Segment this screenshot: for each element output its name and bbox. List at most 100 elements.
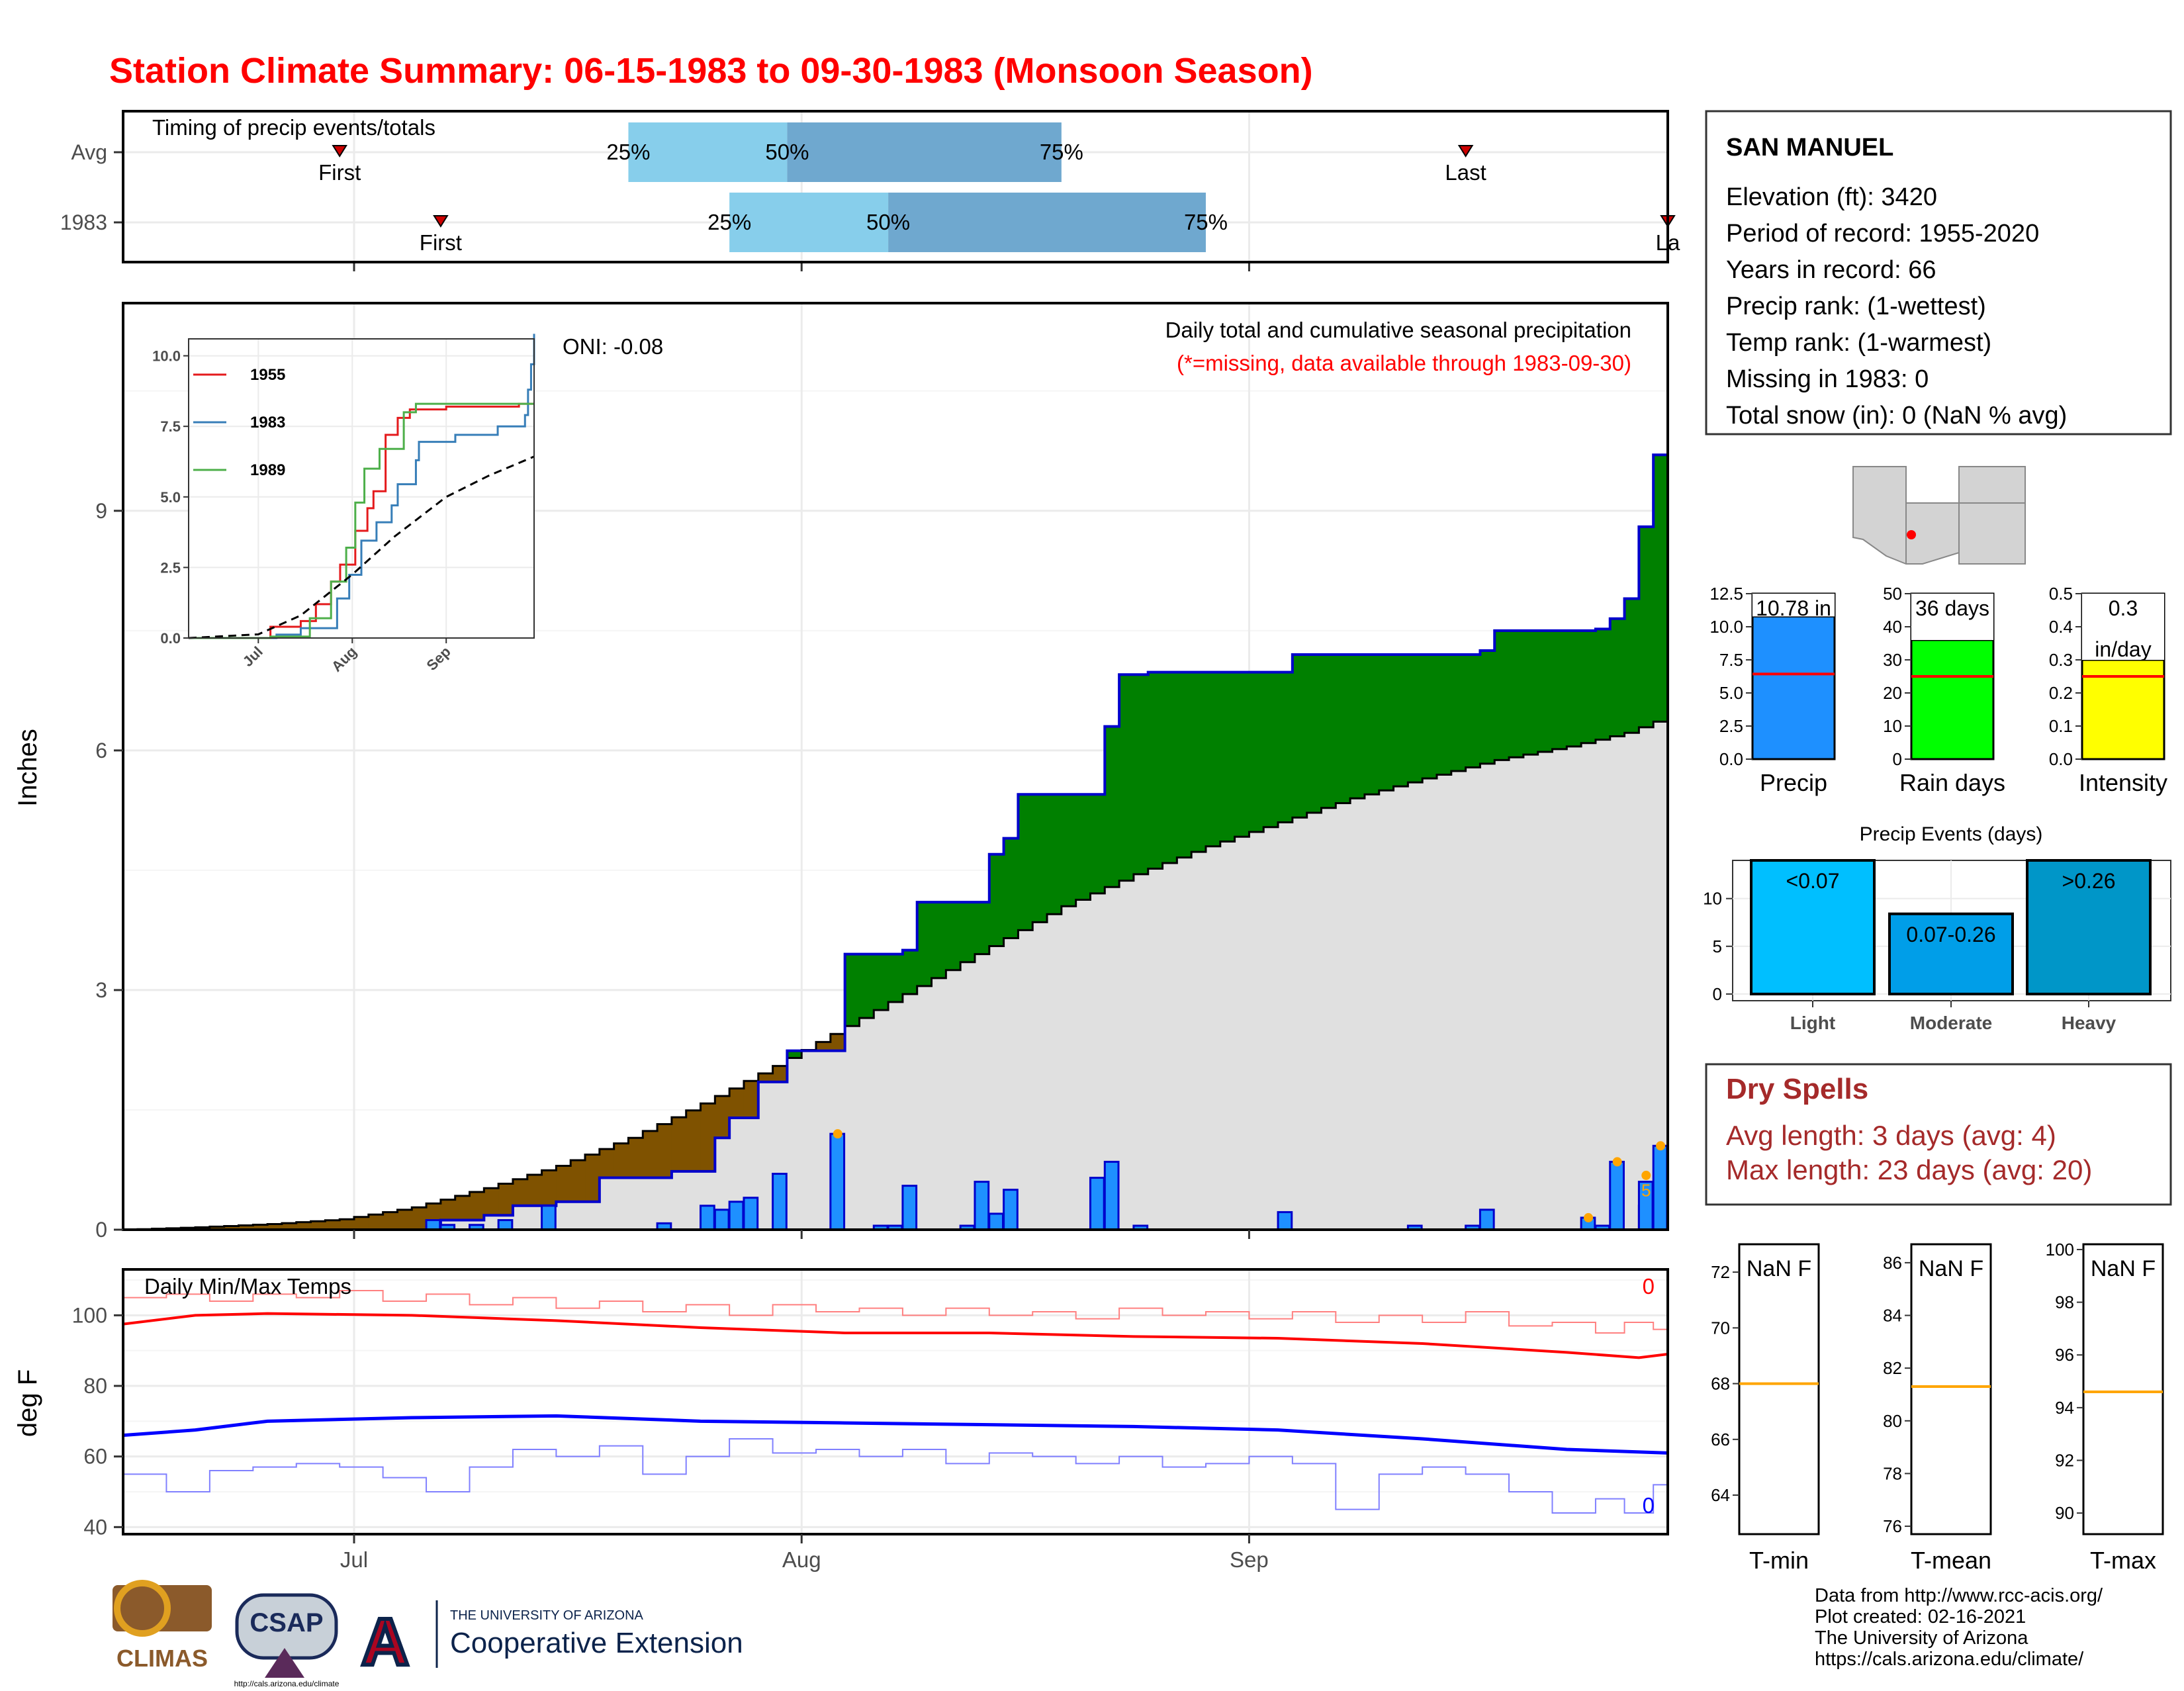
summary-bar-y-tick-label: 0 [1893, 749, 1902, 769]
below-average-area [585, 1154, 600, 1202]
above-average-area [1581, 630, 1596, 743]
average-tmin-line [122, 1414, 1668, 1455]
below-average-area [267, 1224, 283, 1230]
below-average-area [758, 1073, 774, 1082]
daily-precip-bar [1609, 1160, 1625, 1231]
above-average-area [1234, 672, 1250, 837]
summary-bar-category-label: Precip [1760, 769, 1827, 796]
month-tick-label: Aug [782, 1547, 821, 1572]
average-tmax-line [122, 1312, 1668, 1359]
temp-box-t-max: NaN F 90 92 94 96 98 100 T-max [2046, 1240, 2164, 1574]
timing-last-label: Last [1445, 160, 1486, 185]
summary-bar-y-tick-label: 2.5 [1719, 716, 1743, 736]
above-average-area [1177, 672, 1192, 858]
above-average-area [931, 902, 946, 978]
below-average-area [527, 1174, 543, 1206]
temp-box-y-tick-label: 76 [1883, 1516, 1902, 1536]
inset-series-1955 [189, 402, 534, 639]
daily-precip-bar [829, 1132, 846, 1231]
temp-axes: 40 60 80 100 [72, 1303, 123, 1539]
timing-q50-q75-bar [787, 122, 1062, 182]
temp-box-y-tick-label: 66 [1711, 1430, 1730, 1449]
temp-y-axis-label: deg F [13, 1369, 42, 1437]
above-average-area [1379, 655, 1394, 791]
footer-credits: Data from http://www.rcc-acis.org/Plot c… [1815, 1585, 2103, 1670]
inset-series-1989 [189, 402, 534, 639]
timing-row-label: 1983 [60, 210, 107, 234]
daily-precip-bar [1103, 1160, 1120, 1231]
above-average-area [1003, 838, 1019, 938]
below-average-area [397, 1209, 412, 1230]
below-average-area [224, 1226, 240, 1230]
temp-box-label: T-mean [1911, 1547, 1991, 1574]
temp-plot-background [123, 1269, 1668, 1534]
inset-y-tick-label: 10.0 [152, 348, 181, 365]
above-average-area [1408, 655, 1423, 783]
daily-precip-bar [541, 1205, 557, 1231]
station-detail-line: Total snow (in): 0 (NaN % avg) [1726, 402, 2067, 430]
ua-logo-small-text: THE UNIVERSITY OF ARIZONA [450, 1608, 644, 1623]
below-average-area [340, 1219, 355, 1230]
temp-plot-border [122, 1268, 1669, 1535]
below-average-area [628, 1138, 643, 1178]
record-marker [1612, 1157, 1622, 1167]
temp-box-y-tick-label: 86 [1883, 1253, 1902, 1273]
below-average-area [296, 1222, 312, 1230]
footer-line: Data from http://www.rcc-acis.org/ [1815, 1585, 2103, 1606]
below-average-area [570, 1160, 586, 1202]
record-marker [1584, 1212, 1594, 1222]
below-average-area [498, 1183, 514, 1216]
daily-precip-bar [1277, 1211, 1293, 1231]
summary-bar-y-tick-label: 0.0 [2049, 749, 2073, 769]
station-detail-line: Precip rank: (1-wettest) [1726, 293, 1986, 320]
events-bar-label: >0.26 [2062, 869, 2116, 893]
summary-bar-precip: 10.78 in 0.0 2.5 5.0 7.5 10.0 12.5 Precip [1709, 584, 1836, 796]
events-y-tick-label: 10 [1703, 889, 1722, 909]
events-bar-light [1750, 859, 1876, 995]
inset-border [188, 338, 535, 639]
timing-first-label: First [420, 230, 462, 255]
above-average-area [1321, 655, 1336, 808]
daily-precip-bar [1003, 1189, 1019, 1231]
above-average-area [1494, 630, 1510, 760]
temp-box-y-tick-label: 68 [1711, 1374, 1730, 1394]
below-average-area [412, 1207, 427, 1230]
summary-bar-y-tick-label: 5.0 [1719, 683, 1743, 703]
summary-bar-unit-text: in/day [2095, 637, 2151, 661]
daily-precip-bar [772, 1173, 788, 1231]
events-category-label: Heavy [2062, 1013, 2116, 1033]
precip-y-tick-label: 6 [95, 739, 107, 762]
summary-bar-charts: 10.78 in 0.0 2.5 5.0 7.5 10.0 12.5 Precip 36 day… [1709, 584, 2167, 796]
temp-box-value: NaN F [1747, 1256, 1811, 1281]
summary-bar-y-tick-label: 7.5 [1719, 650, 1743, 670]
above-average-area [1306, 655, 1322, 813]
above-average-area [946, 902, 961, 970]
temp-box-y-tick-label: 98 [2055, 1293, 2074, 1312]
above-average-area [1364, 655, 1380, 795]
below-average-area [512, 1179, 528, 1206]
above-average-area [1205, 672, 1221, 846]
above-average-area [888, 954, 903, 1003]
below-average-area [556, 1165, 571, 1202]
precip-events-title: Precip Events (days) [1860, 823, 2043, 845]
month-axis-labels: Jul Aug Sep [340, 1534, 1269, 1572]
temp-box-frame [1738, 1243, 1820, 1535]
dry-spells-title: Dry Spells [1726, 1073, 1868, 1105]
csap-logo-text: CSAP [250, 1608, 323, 1637]
daily-precip-bar [700, 1205, 715, 1231]
above-average-area [1336, 655, 1351, 803]
inset-y-tick-label: 5.0 [160, 489, 181, 506]
temp-box-y-tick-label: 92 [2055, 1451, 2074, 1471]
inset-legend-label: 1955 [250, 366, 285, 384]
summary-bar-label-bg [1752, 594, 1835, 617]
summary-bar-value-text: 36 days [1915, 596, 1989, 620]
daily-precip-bar [497, 1219, 514, 1231]
daily-precip-bar [901, 1185, 918, 1231]
daily-precip-bar [988, 1212, 1005, 1231]
dry-spells-box: Dry Spells Avg length: 3 days (avg: 4) M… [1705, 1063, 2172, 1206]
footer-line: Plot created: 02-16-2021 [1815, 1606, 2026, 1627]
temp-box-frame [2082, 1243, 2164, 1535]
